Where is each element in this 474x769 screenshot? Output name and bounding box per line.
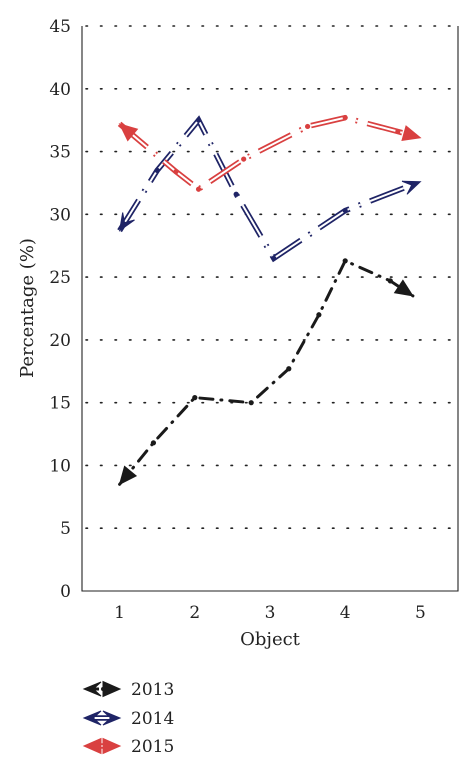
- y-tick-label: 25: [49, 268, 71, 288]
- plot-frame: [81, 26, 459, 592]
- legend-arrow-left: [82, 710, 102, 726]
- series-start-arrow: [118, 465, 138, 486]
- data-point: [271, 255, 277, 261]
- series-start-arrow: [118, 123, 139, 142]
- data-point: [241, 156, 247, 162]
- series-line-inner: [118, 118, 421, 260]
- data-point: [192, 395, 198, 401]
- legend-arrow-left: [82, 737, 102, 755]
- legend-label: 2013: [131, 680, 174, 700]
- legend: 2013 2014 2015: [82, 680, 174, 757]
- legend-arrow-right: [102, 680, 122, 698]
- legend-item: 2015: [82, 737, 174, 757]
- data-point: [195, 186, 202, 192]
- grid: [85, 25, 459, 530]
- legend-arrow-right: [102, 710, 122, 726]
- data-point: [342, 207, 348, 214]
- legend-arrow-left: [82, 681, 102, 697]
- data-point: [248, 400, 254, 406]
- data-point: [195, 117, 202, 123]
- series-line-inner: [118, 116, 421, 191]
- y-tick-label: 20: [49, 331, 71, 351]
- x-tick-label: 3: [265, 603, 276, 623]
- data-point: [154, 167, 160, 173]
- x-axis-title: Object: [240, 629, 301, 650]
- x-tick-labels: 1 2 3 4 5: [114, 603, 426, 623]
- y-tick-label: 15: [49, 394, 71, 414]
- y-tick-label: 45: [49, 17, 71, 37]
- series-layer: [117, 114, 422, 486]
- data-point: [316, 312, 322, 318]
- x-tick-label: 5: [415, 603, 426, 623]
- series-line-outer: [117, 114, 422, 193]
- series-end-arrow: [393, 279, 414, 297]
- y-tick-label: 5: [60, 519, 71, 539]
- series-start-arrow: [118, 212, 135, 232]
- series-2015: [117, 114, 422, 193]
- series-end-arrow: [401, 180, 422, 195]
- legend-label: 2014: [131, 709, 174, 729]
- series-2013: [118, 258, 415, 486]
- x-tick-label: 1: [114, 603, 125, 623]
- x-tick-label: 2: [189, 603, 200, 623]
- y-tick-label: 35: [49, 143, 71, 163]
- x-tick-label: 4: [340, 603, 351, 623]
- axes: [81, 26, 459, 592]
- legend-item: 2013: [82, 680, 174, 700]
- data-point: [342, 115, 348, 121]
- data-point: [305, 123, 311, 130]
- series-line: [118, 258, 415, 486]
- legend-item: 2014: [82, 709, 174, 729]
- y-axis-title: Percentage (%): [17, 238, 38, 378]
- data-point: [233, 191, 239, 197]
- y-tick-label: 40: [49, 80, 71, 100]
- y-tick-label: 10: [49, 456, 71, 476]
- data-point: [387, 278, 393, 284]
- data-point: [150, 440, 157, 446]
- series-end-arrow: [401, 125, 422, 142]
- series-2014: [117, 115, 422, 263]
- data-point: [395, 128, 401, 135]
- data-point: [342, 258, 348, 264]
- y-tick-label: 0: [60, 582, 71, 602]
- data-point: [286, 366, 292, 372]
- y-tick-labels: 0 5 10 15 20 25 30 35 40 45: [49, 17, 71, 602]
- series-line-outer: [117, 115, 422, 263]
- y-tick-label: 30: [49, 205, 71, 225]
- data-point: [173, 169, 179, 175]
- legend-arrow-right: [102, 737, 122, 755]
- legend-label: 2015: [131, 737, 174, 757]
